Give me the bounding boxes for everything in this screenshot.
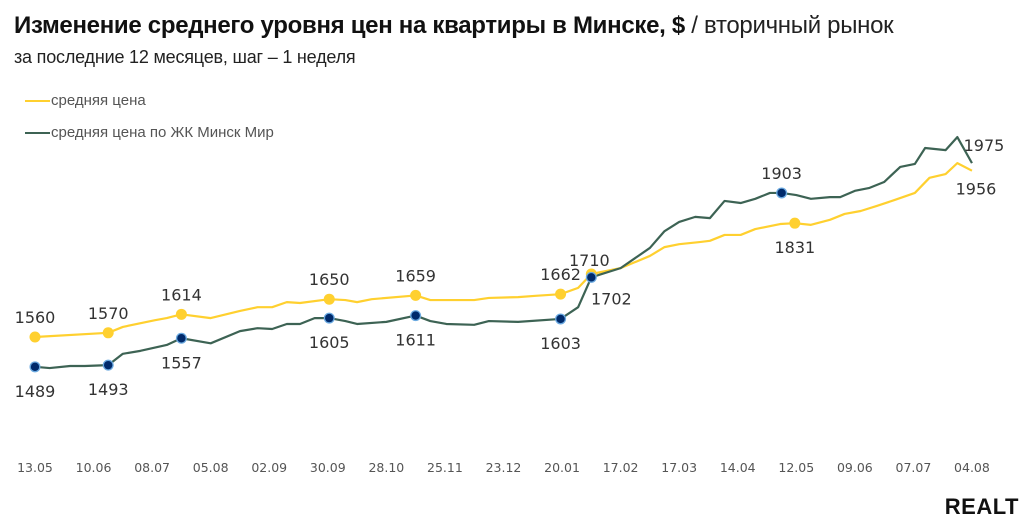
data-point-marker (411, 311, 420, 320)
legend-item-average: средняя цена (25, 92, 146, 109)
x-tick-label: 07.07 (896, 460, 932, 475)
data-label: 1605 (309, 333, 350, 352)
realt-logo: REALT (944, 494, 1019, 519)
data-point-marker (587, 273, 596, 282)
data-label: 1650 (309, 270, 350, 289)
legend-swatch-green (25, 131, 50, 134)
x-tick-label: 12.05 (778, 460, 814, 475)
data-point-marker (555, 288, 567, 300)
data-label: 1659 (395, 266, 436, 285)
x-tick-label: 04.08 (954, 460, 990, 475)
chart-title: Изменение среднего уровня цен на квартир… (14, 12, 894, 40)
data-label: 1662 (540, 265, 581, 284)
x-tick-label: 28.10 (368, 460, 404, 475)
legend-swatch-yellow (25, 99, 50, 102)
data-point-marker (29, 331, 41, 343)
data-point-marker (104, 360, 113, 370)
x-tick-label: 09.06 (837, 460, 873, 475)
data-label: 1614 (161, 285, 202, 304)
legend-label: средняя цена по ЖК Минск Мир (51, 124, 274, 141)
data-label: 1611 (395, 331, 436, 350)
data-point-marker (556, 314, 565, 324)
data-label: 1603 (540, 334, 581, 353)
chart-title-suffix: / вторичный рынок (691, 12, 894, 39)
chart-title-main: Изменение среднего уровня цен на квартир… (14, 12, 685, 39)
x-tick-label: 25.11 (427, 460, 463, 475)
legend-item-minsk-mir: средняя цена по ЖК Минск Мир (25, 124, 274, 141)
data-label: 1956 (956, 180, 997, 199)
x-tick-label: 20.01 (544, 460, 580, 475)
data-point-marker (325, 313, 334, 323)
data-point-marker (30, 362, 40, 372)
x-tick-label: 10.06 (76, 460, 112, 475)
legend-label: средняя цена (51, 92, 146, 109)
x-tick-label: 08.07 (134, 460, 170, 475)
data-label: 1702 (591, 289, 632, 308)
x-tick-label: 13.05 (17, 460, 53, 475)
data-point-marker (175, 308, 187, 320)
data-label: 1831 (774, 238, 815, 257)
data-label: 1560 (15, 308, 56, 327)
data-point-marker (410, 289, 422, 301)
x-tick-label: 05.08 (193, 460, 229, 475)
data-label: 1903 (761, 164, 802, 183)
data-label: 1489 (15, 382, 56, 401)
data-point-marker (777, 188, 786, 198)
x-tick-label: 14.04 (720, 460, 756, 475)
x-tick-label: 23.12 (486, 460, 522, 475)
series-line-0 (34, 162, 973, 339)
data-label: 1570 (88, 304, 129, 323)
data-label: 1710 (569, 251, 610, 270)
data-point-marker (789, 217, 801, 229)
x-tick-label: 17.03 (661, 460, 697, 475)
series-line-1 (34, 135, 973, 370)
data-label: 1557 (161, 353, 202, 372)
data-point-marker (323, 293, 335, 305)
data-label: 1975 (964, 136, 1005, 155)
x-tick-label: 17.02 (603, 460, 639, 475)
data-label: 1493 (88, 380, 129, 399)
data-point-marker (102, 327, 114, 339)
x-tick-label: 02.09 (251, 460, 287, 475)
data-point-marker (177, 334, 186, 343)
chart-subtitle: за последние 12 месяцев, шаг – 1 неделя (14, 47, 356, 67)
x-tick-label: 30.09 (310, 460, 346, 475)
